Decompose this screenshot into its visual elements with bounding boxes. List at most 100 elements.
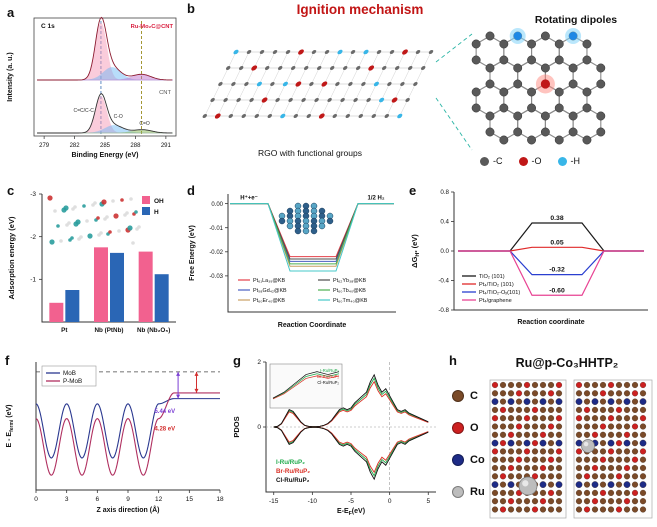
chart-primitive bbox=[568, 63, 578, 73]
ignition-title: Ignition mechanism bbox=[296, 2, 424, 17]
chart-primitive bbox=[214, 113, 221, 119]
chart-primitive bbox=[326, 217, 334, 225]
chart-primitive: Pt₄/TiO₂-Oₓ(101) bbox=[479, 290, 520, 296]
chart-primitive bbox=[527, 87, 536, 97]
chart-primitive bbox=[79, 235, 83, 239]
chart-primitive bbox=[515, 506, 523, 513]
chart-primitive bbox=[583, 464, 591, 472]
functional-group-legend: -C -O -H bbox=[480, 156, 580, 166]
chart-primitive bbox=[244, 82, 249, 86]
chart-primitive bbox=[583, 398, 591, 405]
chart-primitive bbox=[575, 448, 583, 455]
chart-primitive bbox=[631, 498, 639, 505]
chart-primitive: E - Efermi (eV) bbox=[6, 405, 15, 448]
chart-primitive bbox=[539, 481, 547, 488]
chart-primitive bbox=[176, 371, 181, 376]
chart-primitive bbox=[623, 473, 631, 480]
chart-primitive bbox=[547, 440, 555, 447]
chart-primitive bbox=[491, 406, 499, 413]
chart-primitive: 5 bbox=[426, 498, 430, 505]
chart-primitive bbox=[105, 215, 109, 219]
chart-primitive bbox=[485, 63, 495, 73]
chart-primitive bbox=[631, 398, 639, 405]
chart-primitive bbox=[531, 423, 539, 430]
chart-primitive bbox=[407, 66, 413, 70]
legend-item-oxygen: -O bbox=[518, 156, 542, 166]
chart-primitive bbox=[345, 114, 351, 118]
chart-primitive bbox=[286, 222, 294, 230]
chart-primitive bbox=[599, 464, 607, 472]
chart-primitive: -3 bbox=[30, 191, 36, 198]
chart-primitive: E-E bbox=[337, 508, 349, 515]
chart-primitive bbox=[321, 81, 328, 87]
chart-primitive bbox=[485, 127, 495, 137]
chart-primitive: Intensity (a. u.) bbox=[7, 52, 14, 101]
chart-primitive: 9 bbox=[126, 496, 130, 503]
chart-primitive bbox=[471, 55, 481, 65]
chart-primitive bbox=[306, 114, 312, 118]
chart-primitive bbox=[267, 114, 273, 118]
chart-primitive bbox=[599, 381, 607, 389]
chart-primitive bbox=[639, 481, 647, 488]
panel-d-free-energy: d 0.00 -0.01 -0.02 -0.03 H⁺+e⁻ 1/2 H₂ Pt₆₁La₃₉… bbox=[184, 182, 404, 352]
chart-primitive bbox=[405, 98, 410, 102]
chart-primitive bbox=[400, 82, 405, 86]
chart-primitive bbox=[527, 55, 536, 65]
chart-primitive bbox=[539, 415, 547, 422]
chart-primitive: Ru-Mo₂C@CNT bbox=[131, 24, 174, 30]
chart-primitive bbox=[599, 489, 607, 496]
chart-primitive: 1/2 H₂ bbox=[367, 196, 384, 202]
chart-primitive bbox=[623, 456, 631, 463]
chart-primitive bbox=[575, 473, 583, 480]
chart-primitive bbox=[290, 66, 296, 70]
crystal-structure-illustration bbox=[489, 379, 653, 519]
chart-primitive bbox=[251, 65, 258, 71]
chart-primitive bbox=[531, 473, 539, 480]
chart-primitive bbox=[555, 506, 563, 513]
chart-primitive bbox=[615, 506, 623, 513]
hydrogen-dot-icon bbox=[557, 156, 567, 166]
o-atom-icon bbox=[452, 422, 464, 434]
chart-primitive bbox=[639, 381, 647, 389]
chart-primitive bbox=[540, 31, 550, 41]
chart-primitive bbox=[539, 506, 547, 513]
chart-primitive bbox=[615, 423, 623, 430]
chart-primitive bbox=[82, 204, 86, 208]
chart-primitive bbox=[491, 481, 499, 488]
chart-primitive bbox=[591, 464, 599, 472]
chart-primitive bbox=[568, 111, 578, 121]
chart-primitive bbox=[540, 63, 550, 73]
chart-primitive: Pt₆₁La₃₉@KB bbox=[253, 278, 285, 284]
chart-primitive bbox=[233, 49, 239, 55]
chart-primitive bbox=[518, 476, 538, 496]
chart-primitive bbox=[591, 506, 599, 513]
chart-primitive bbox=[615, 481, 623, 488]
chart-primitive bbox=[596, 63, 606, 73]
chart-primitive bbox=[623, 448, 631, 455]
chart-primitive: E - E bbox=[6, 432, 13, 448]
chart-primitive bbox=[531, 464, 539, 472]
chart-primitive bbox=[555, 439, 563, 447]
chart-primitive bbox=[615, 398, 623, 405]
chart-primitive bbox=[555, 415, 563, 422]
chart-primitive bbox=[591, 406, 599, 413]
chart-primitive bbox=[491, 439, 499, 447]
chart-primitive: -0.01 bbox=[209, 226, 223, 232]
chart-primitive: Pt₆₂Yb₃₈@KB bbox=[333, 278, 366, 284]
chart-primitive bbox=[49, 302, 64, 322]
chart-primitive bbox=[515, 431, 523, 438]
chart-primitive bbox=[631, 481, 639, 488]
chart-primitive bbox=[294, 227, 302, 235]
chart-primitive bbox=[531, 415, 539, 422]
chart-primitive bbox=[607, 431, 615, 438]
chart-primitive bbox=[575, 489, 583, 496]
chart-primitive bbox=[555, 431, 563, 438]
c-atom-icon bbox=[452, 390, 464, 402]
chart-primitive bbox=[363, 49, 369, 55]
chart-primitive bbox=[623, 398, 631, 405]
chart-primitive bbox=[499, 473, 507, 480]
chart-primitive bbox=[273, 426, 429, 481]
ru-atom-icon bbox=[452, 486, 464, 498]
co-atom-icon bbox=[452, 454, 464, 466]
